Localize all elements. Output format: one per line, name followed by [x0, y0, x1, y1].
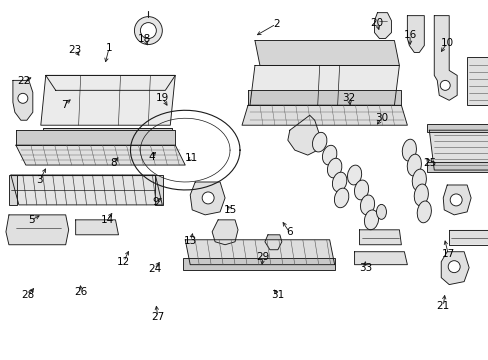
Ellipse shape: [347, 165, 361, 185]
Polygon shape: [264, 235, 281, 250]
Text: 3: 3: [37, 175, 43, 185]
Text: 10: 10: [440, 38, 453, 48]
Ellipse shape: [364, 210, 378, 230]
Polygon shape: [254, 41, 399, 66]
Polygon shape: [242, 105, 407, 125]
Text: 30: 30: [374, 113, 387, 123]
Text: 19: 19: [156, 93, 169, 103]
Circle shape: [202, 192, 214, 204]
Bar: [9, 175, 17, 205]
Circle shape: [134, 17, 162, 45]
Polygon shape: [41, 75, 175, 125]
Polygon shape: [76, 220, 118, 235]
Ellipse shape: [402, 139, 416, 161]
Polygon shape: [190, 182, 224, 215]
Circle shape: [439, 80, 449, 90]
Text: 29: 29: [256, 252, 269, 262]
Circle shape: [449, 194, 461, 206]
Text: 12: 12: [117, 257, 130, 267]
Bar: [427, 162, 488, 172]
Circle shape: [140, 23, 156, 39]
Text: 16: 16: [403, 30, 416, 40]
Polygon shape: [359, 230, 401, 245]
Polygon shape: [374, 13, 390, 39]
Text: 1: 1: [105, 43, 112, 53]
Ellipse shape: [312, 132, 326, 152]
Bar: [466, 58, 488, 105]
Text: 18: 18: [138, 35, 151, 44]
Circle shape: [447, 261, 459, 273]
Circle shape: [18, 93, 28, 103]
Text: 14: 14: [101, 215, 114, 225]
Polygon shape: [247, 90, 401, 105]
Ellipse shape: [376, 204, 386, 219]
Ellipse shape: [327, 158, 341, 178]
Polygon shape: [46, 75, 175, 90]
Ellipse shape: [413, 184, 427, 206]
Text: 32: 32: [342, 93, 355, 103]
Text: 15: 15: [224, 206, 237, 216]
Bar: [155, 175, 163, 205]
Ellipse shape: [416, 201, 430, 223]
Text: 21: 21: [436, 301, 449, 311]
Polygon shape: [212, 220, 238, 245]
Text: 4: 4: [148, 152, 155, 162]
Text: 28: 28: [21, 291, 34, 301]
Ellipse shape: [411, 169, 426, 191]
Text: 25: 25: [422, 158, 435, 168]
Polygon shape: [448, 230, 488, 245]
Polygon shape: [11, 175, 162, 205]
Polygon shape: [249, 66, 399, 105]
Text: 13: 13: [184, 236, 197, 246]
Ellipse shape: [322, 145, 336, 165]
Text: 24: 24: [147, 264, 161, 274]
Ellipse shape: [407, 154, 421, 176]
Polygon shape: [442, 185, 470, 215]
Text: 2: 2: [272, 19, 279, 29]
Ellipse shape: [360, 195, 374, 215]
Text: 22: 22: [18, 76, 31, 86]
Ellipse shape: [354, 180, 368, 200]
Text: 8: 8: [110, 158, 117, 168]
Ellipse shape: [334, 188, 348, 208]
Polygon shape: [13, 80, 33, 120]
Text: 9: 9: [152, 197, 159, 207]
Text: 33: 33: [358, 263, 371, 273]
Bar: [42, 128, 172, 140]
Polygon shape: [6, 215, 68, 245]
Text: 23: 23: [68, 45, 81, 55]
Bar: [427, 124, 488, 132]
Polygon shape: [428, 130, 488, 170]
Ellipse shape: [332, 172, 346, 192]
Text: 20: 20: [370, 18, 383, 28]
Text: 5: 5: [28, 215, 34, 225]
Text: 7: 7: [61, 100, 67, 110]
Text: 26: 26: [75, 287, 88, 297]
Polygon shape: [354, 252, 407, 265]
Text: 17: 17: [441, 248, 454, 258]
Text: 11: 11: [185, 153, 198, 163]
Polygon shape: [16, 145, 185, 165]
Polygon shape: [440, 252, 468, 285]
Bar: [183, 258, 334, 270]
Polygon shape: [433, 15, 456, 100]
Bar: [251, 106, 396, 118]
Polygon shape: [407, 15, 424, 53]
Polygon shape: [287, 115, 319, 155]
Polygon shape: [16, 130, 175, 145]
Text: 31: 31: [270, 291, 284, 301]
Polygon shape: [185, 240, 334, 265]
Text: 27: 27: [151, 312, 164, 322]
Text: 6: 6: [285, 227, 292, 237]
